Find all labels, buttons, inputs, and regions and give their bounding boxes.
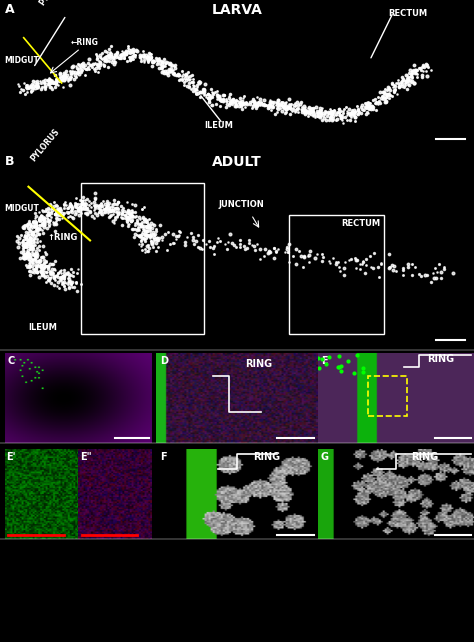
Text: RING: RING xyxy=(427,354,454,364)
Text: ↑RING: ↑RING xyxy=(47,234,78,243)
Text: ADULT: ADULT xyxy=(212,155,262,169)
Text: JUNCTION: JUNCTION xyxy=(218,200,264,209)
Text: D: D xyxy=(160,356,168,366)
Text: PYLORUS: PYLORUS xyxy=(28,126,61,163)
Bar xyxy=(289,214,384,334)
Text: E": E" xyxy=(80,452,91,462)
Bar xyxy=(368,376,407,416)
Text: RECTUM: RECTUM xyxy=(341,220,381,229)
Text: B: B xyxy=(5,155,14,168)
Text: ILEUM: ILEUM xyxy=(28,323,57,332)
Text: ILEUM: ILEUM xyxy=(204,121,233,130)
Text: MIDGUT: MIDGUT xyxy=(5,56,40,65)
Text: F: F xyxy=(160,452,166,462)
Text: RING: RING xyxy=(411,452,438,462)
Text: E': E' xyxy=(6,452,16,462)
Text: RING: RING xyxy=(245,359,272,369)
Bar xyxy=(81,183,204,334)
Text: RECTUM: RECTUM xyxy=(389,9,428,18)
Text: MIDGUT: MIDGUT xyxy=(5,204,40,213)
Text: RING: RING xyxy=(253,452,280,462)
Text: LARVA: LARVA xyxy=(211,3,263,17)
Text: G: G xyxy=(321,452,328,462)
Text: PYLORUS: PYLORUS xyxy=(38,0,68,8)
Text: E: E xyxy=(321,356,328,366)
Text: C: C xyxy=(8,356,15,366)
Text: ←RING: ←RING xyxy=(71,38,99,47)
Text: A: A xyxy=(5,3,14,16)
